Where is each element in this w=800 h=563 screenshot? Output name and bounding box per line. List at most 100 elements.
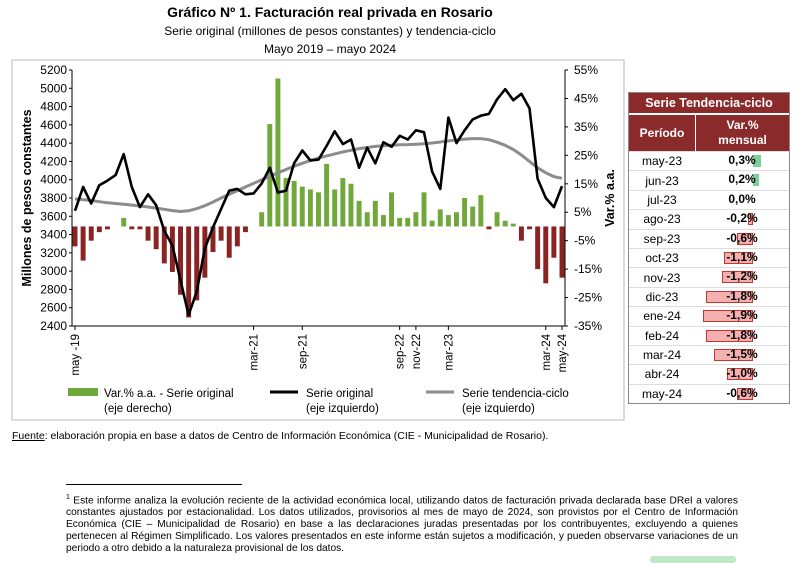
var-aa-bar [291,180,297,227]
table-databar [713,348,754,361]
var-aa-bar [502,220,508,227]
legend-label: Serie tendencia-ciclo [462,388,569,400]
table-period: sep-23 [643,231,681,246]
table-var-cell: -0,6% [695,230,789,248]
var-aa-bar [129,226,135,230]
table-value: -1,2% [726,269,758,284]
table-title: Serie Tendencia-ciclo [629,93,789,113]
var-aa-bar [397,217,403,227]
left-tick-label: 3800 [40,191,67,205]
legend-sublabel: (eje derecho) [104,403,172,415]
x-tick-label: sep-22 [395,334,407,369]
decorative-highlight [650,556,736,563]
trend-cycle-table: Serie Tendencia-ciclo Período Var.% mens… [628,92,790,405]
table-value: -0,6% [726,230,758,245]
left-tick-label: 5000 [40,81,67,95]
var-aa-bar [559,226,565,278]
var-aa-bar [551,226,557,258]
chart-title: Gráfico Nº 1. Facturación real privada e… [167,4,493,20]
var-aa-bar [210,226,216,253]
var-aa-bar [104,226,110,230]
legend: Var.% a.a. - Serie original (eje derecho)… [68,388,569,415]
left-axis-label: Millones de pesos constantes [20,109,34,286]
legend-sublabel: (eje izquierdo) [306,403,379,415]
var-aa-bar [242,226,248,233]
right-tick-label: -25% [574,291,602,305]
table-row: may-23 0,3% [629,151,789,170]
table-row: jul-23 0,0% [629,189,789,209]
table-period: abr-24 [644,367,680,382]
right-tick-label: -15% [574,262,602,276]
table-var-cell: -1,0% [695,365,789,383]
table-value: -1,5% [726,346,758,361]
var-aa-bar [283,178,289,227]
var-aa-bar [72,226,78,247]
table-value: 0,2% [728,172,756,187]
var-aa-bar [405,217,411,227]
table-period: jun-23 [645,173,679,188]
table-value: -1,0% [726,366,758,381]
table-databar [737,387,754,400]
table-row: dic-23 -1,8% [629,286,789,306]
var-aa-bar [454,212,459,227]
left-tick-label: 2800 [40,282,67,296]
table-header-var-line1: Var.% [726,118,759,132]
x-tick-label: mar-24 [541,333,553,370]
var-aa-bar [478,195,484,227]
var-aa-bar [445,215,451,227]
var-aa-bar [299,186,305,227]
table-databar [705,329,754,342]
table-row: ene-24 -1,9% [629,306,789,325]
x-tick-label: nov-22 [411,334,423,369]
table-row: abr-24 -1,0% [629,364,789,383]
table-period: dic-23 [645,289,679,304]
var-aa-bar [421,192,427,227]
legend-label: Serie original [306,388,373,400]
table-value: -1,9% [726,308,758,323]
right-tick-label: 45% [574,91,598,105]
table-value: 0,0% [728,191,756,206]
table-databar [721,271,754,284]
table-var-cell: -0,2% [695,210,789,228]
table-header-var: Var.% mensual [696,115,789,151]
right-tick-label: 55% [574,63,598,77]
var-aa-bar [364,212,370,227]
var-aa-bar [96,226,102,233]
var-aa-bar [161,226,167,264]
table-databar [753,174,759,187]
axes: 2400 2600 2800 3000 3200 3400 3600 3800 4000 4200… [20,63,617,376]
table-var-cell: -1,1% [695,249,789,267]
table-var-cell: 0,0% [695,191,789,209]
x-tick-label: sep-21 [297,334,309,369]
var-aa-bar [324,163,330,227]
source-note: Fuente: elaboración propia en base a dat… [12,430,548,442]
table-period: may-23 [641,154,682,169]
right-tick-label: 35% [574,120,598,134]
var-aa-bar [389,192,395,227]
table-databar [753,155,762,167]
var-aa-bar [413,212,419,227]
table-var-cell: 0,3% [695,152,789,170]
table-var-cell: -1,2% [695,268,789,286]
table-value: -1,1% [726,249,758,264]
table-value: -0,6% [726,385,758,400]
var-aa-bar [348,183,354,227]
chart: 2400 2600 2800 3000 3200 3400 3600 3800 4000 4200… [11,59,625,421]
chart-date-range: Mayo 2019 – mayo 2024 [263,42,397,56]
footnote: 1 Este informe analiza la evolución reci… [66,492,738,555]
table-row: may-24 -0,6% [629,383,789,403]
legend-sublabel: (eje izquierdo) [462,403,535,415]
left-tick-label: 4000 [40,173,67,187]
var-aa-bar [518,226,524,241]
chart-frame [11,59,625,421]
right-tick-label: 25% [574,148,598,162]
table-period: ene-24 [643,309,681,324]
table-var-cell: -1,8% [695,288,789,306]
right-tick-label: 5% [574,205,592,219]
table-row: oct-23 -1,1% [629,247,789,267]
table-header-period: Período [629,115,696,151]
var-aa-bar [462,198,468,227]
left-tick-label: 4800 [40,100,67,114]
table-period: may-24 [641,386,682,401]
source-label: Fuente [12,430,45,442]
